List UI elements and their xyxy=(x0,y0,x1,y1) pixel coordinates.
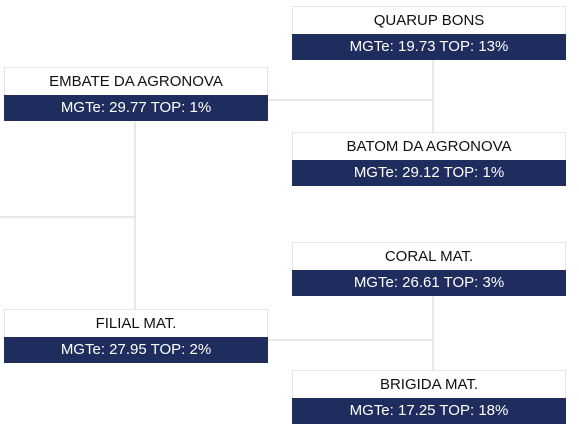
node-name: QUARUP BONS xyxy=(292,6,566,34)
node-name: CORAL MAT. xyxy=(292,242,566,270)
node-embate-da-agronova[interactable]: EMBATE DA AGRONOVA MGTe: 29.77 TOP: 1% xyxy=(4,67,268,121)
node-stats: MGTe: 29.77 TOP: 1% xyxy=(4,95,268,121)
node-name: FILIAL MAT. xyxy=(4,309,268,337)
node-filial-mat[interactable]: FILIAL MAT. MGTe: 27.95 TOP: 2% xyxy=(4,309,268,363)
node-name: BATOM DA AGRONOVA xyxy=(292,132,566,160)
node-stats: MGTe: 29.12 TOP: 1% xyxy=(292,160,566,186)
node-brigida-mat[interactable]: BRIGIDA MAT. MGTe: 17.25 TOP: 18% xyxy=(292,370,566,424)
node-quarup-bons[interactable]: QUARUP BONS MGTe: 19.73 TOP: 13% xyxy=(292,6,566,60)
node-coral-mat[interactable]: CORAL MAT. MGTe: 26.61 TOP: 3% xyxy=(292,242,566,296)
node-name: BRIGIDA MAT. xyxy=(292,370,566,398)
node-stats: MGTe: 27.95 TOP: 2% xyxy=(4,337,268,363)
node-stats: MGTe: 17.25 TOP: 18% xyxy=(292,398,566,424)
node-stats: MGTe: 26.61 TOP: 3% xyxy=(292,270,566,296)
node-name: EMBATE DA AGRONOVA xyxy=(4,67,268,95)
node-batom-da-agronova[interactable]: BATOM DA AGRONOVA MGTe: 29.12 TOP: 1% xyxy=(292,132,566,186)
node-stats: MGTe: 19.73 TOP: 13% xyxy=(292,34,566,60)
